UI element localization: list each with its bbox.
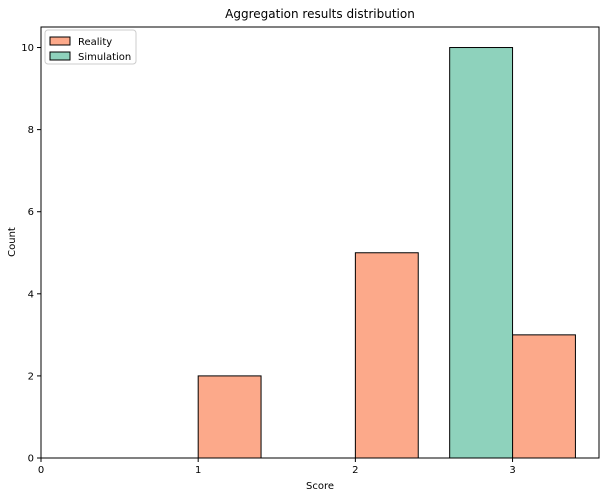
x-tick-label: 3: [509, 465, 515, 476]
y-tick-label: 2: [28, 371, 34, 382]
legend-label-simulation: Simulation: [78, 52, 131, 63]
bar-simulation-0: [449, 47, 514, 459]
legend-swatch-simulation: [49, 51, 71, 61]
x-tick-label: 0: [38, 465, 44, 476]
bar-reality-0: [197, 375, 262, 459]
plot-frame: [40, 26, 600, 459]
bar-reality-2: [512, 334, 576, 459]
x-tick-label: 1: [195, 465, 201, 476]
y-tick-label: 10: [21, 43, 34, 54]
legend-swatch-reality: [49, 36, 71, 46]
axes-layer: 0 1 2 3 0 2 4 6 8 10: [21, 26, 600, 476]
y-tick-label: 4: [28, 289, 34, 300]
bars-layer: [197, 47, 576, 459]
legend-label-reality: Reality: [78, 37, 112, 48]
y-tick-label: 0: [28, 454, 34, 465]
x-tick-label: 2: [352, 465, 358, 476]
chart-title: Aggregation results distribution: [225, 7, 415, 21]
x-axis-label: Score: [306, 481, 334, 492]
bar-reality-1: [354, 252, 419, 459]
legend: Reality Simulation: [44, 29, 137, 65]
y-tick-label: 6: [28, 207, 34, 218]
y-tick-label: 8: [28, 125, 34, 136]
y-axis-label: Count: [7, 227, 18, 257]
